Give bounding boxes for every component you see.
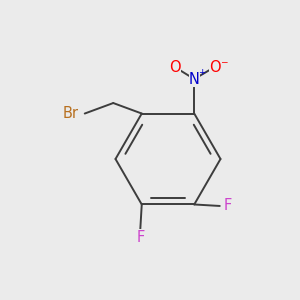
Text: +: + bbox=[198, 68, 205, 77]
Text: −: − bbox=[220, 57, 228, 66]
Text: O: O bbox=[169, 59, 181, 74]
Text: Br: Br bbox=[62, 106, 78, 121]
Text: F: F bbox=[223, 199, 231, 214]
Text: O: O bbox=[209, 59, 220, 74]
Text: N: N bbox=[189, 71, 200, 86]
Text: F: F bbox=[136, 230, 144, 245]
